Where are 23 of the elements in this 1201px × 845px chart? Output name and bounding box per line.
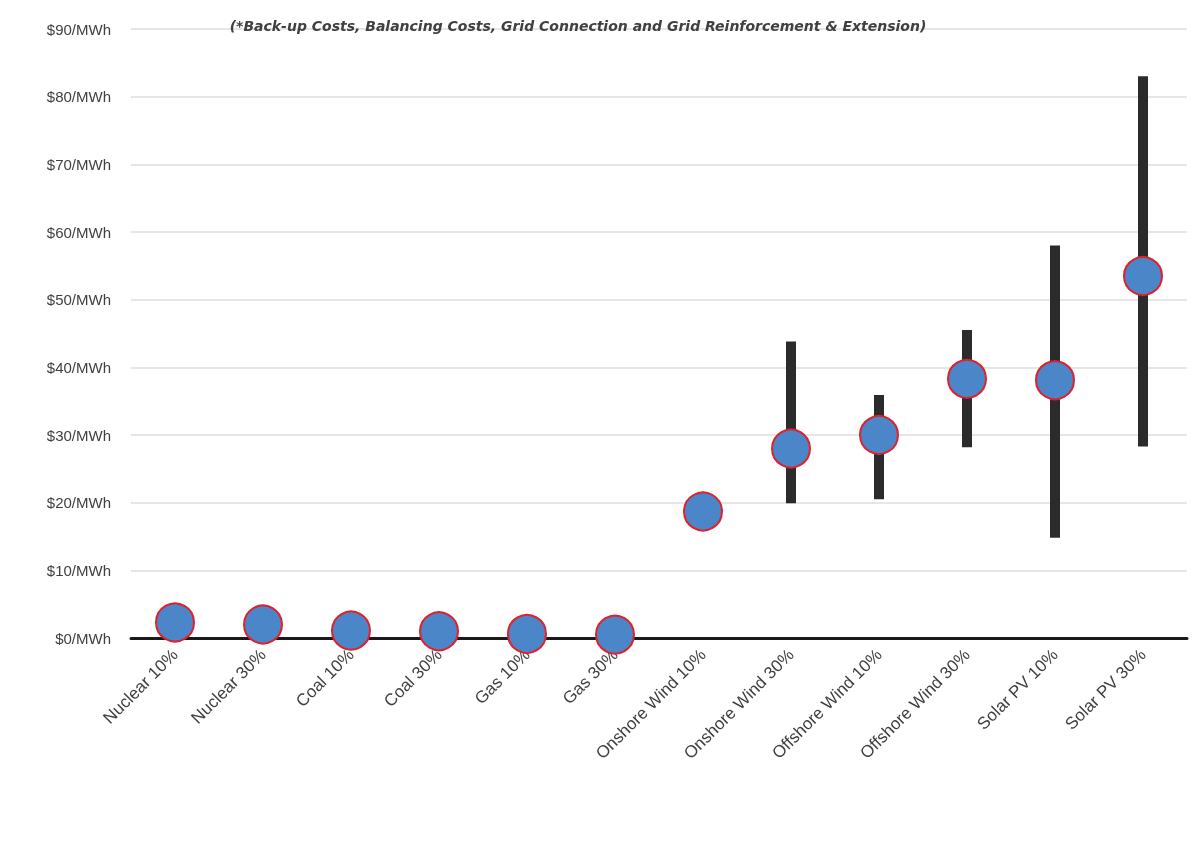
point	[331, 610, 371, 651]
y-tick-label: $80/MWh	[46, 88, 111, 106]
y-tick-label: $10/MWh	[46, 561, 111, 579]
y-tick-label: $0/MWh	[55, 629, 111, 647]
y-tick-label: $20/MWh	[46, 494, 111, 512]
y-tick-label: $40/MWh	[46, 358, 111, 376]
point	[595, 614, 635, 655]
point	[1123, 255, 1163, 296]
y-tick-label: $90/MWh	[46, 20, 111, 38]
y-tick-label: $70/MWh	[46, 155, 111, 173]
point	[947, 358, 987, 399]
point	[243, 604, 283, 645]
point	[683, 491, 723, 532]
point	[771, 428, 811, 469]
y-tick-label: $30/MWh	[46, 426, 111, 444]
chart-subtitle: (*Back-up Costs, Balancing Costs, Grid Connection and Grid Reinforcement & Extension)	[229, 18, 927, 34]
y-tick-label: $50/MWh	[46, 291, 111, 309]
point	[155, 602, 195, 643]
point	[859, 415, 899, 455]
point	[419, 611, 459, 652]
y-tick-label: $60/MWh	[46, 223, 111, 241]
point	[507, 613, 547, 654]
point	[1035, 360, 1075, 401]
